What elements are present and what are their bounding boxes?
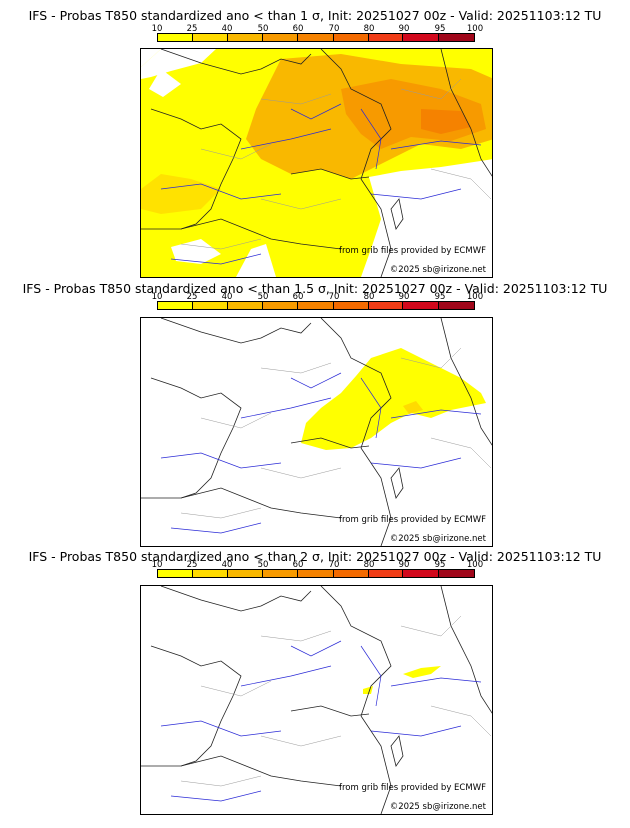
legend-label: 50 — [257, 24, 269, 34]
legend-color-cell — [439, 302, 475, 309]
legend-label: 10 — [151, 292, 163, 302]
panel-1-map: from grib files provided by ECMWF ©2025 … — [140, 48, 493, 278]
legend-label: 40 — [221, 560, 233, 570]
legend-color-bar — [157, 33, 475, 42]
probability-shading — [301, 348, 486, 450]
legend-color-cell — [192, 302, 228, 309]
legend-color-cell — [439, 34, 475, 41]
legend-label: 95 — [434, 560, 446, 570]
legend-color-cell — [298, 302, 334, 309]
legend-color-cell — [263, 570, 299, 577]
borders — [141, 586, 492, 814]
credit-copyright: ©2025 sb@irizone.net — [389, 802, 486, 812]
legend-color-cell — [403, 570, 440, 577]
legend-color-cell — [368, 34, 404, 41]
legend-label: 10 — [151, 560, 163, 570]
legend-label: 70 — [328, 560, 340, 570]
probability-shading — [141, 49, 492, 277]
panel-3-title: IFS - Probas T850 standardized ano < tha… — [28, 549, 602, 564]
legend-label: 50 — [257, 560, 269, 570]
map-canvas — [141, 318, 492, 546]
legend-label: 90 — [398, 24, 410, 34]
legend-label: 90 — [398, 560, 410, 570]
legend-label: 25 — [186, 292, 198, 302]
legend-color-cell — [158, 34, 193, 41]
legend-label: 100 — [466, 24, 484, 34]
legend-color-cell — [227, 570, 264, 577]
legend-label: 100 — [466, 560, 484, 570]
credit-copyright: ©2025 sb@irizone.net — [389, 265, 486, 275]
legend-label: 90 — [398, 292, 410, 302]
credit-copyright: ©2025 sb@irizone.net — [389, 534, 486, 544]
legend-color-cell — [333, 302, 369, 309]
legend-color-cell — [192, 34, 228, 41]
regions — [180, 615, 492, 787]
legend-label: 25 — [186, 24, 198, 34]
legend-label: 80 — [363, 560, 375, 570]
legend-label: 70 — [328, 24, 340, 34]
panel-2-title: IFS - Probas T850 standardized ano < tha… — [22, 281, 608, 296]
legend-color-cell — [263, 34, 299, 41]
legend-label: 95 — [434, 292, 446, 302]
legend-label: 80 — [363, 292, 375, 302]
legend-label: 25 — [186, 560, 198, 570]
legend-label: 70 — [328, 292, 340, 302]
legend-label: 40 — [221, 292, 233, 302]
regions — [180, 78, 492, 250]
panel-2-map: from grib files provided by ECMWF ©2025 … — [140, 317, 493, 547]
legend-color-cell — [333, 34, 369, 41]
borders — [141, 49, 492, 277]
legend-label: 60 — [292, 560, 304, 570]
legend-color-cell — [368, 302, 404, 309]
panel-3-legend: 10 25 40 50 60 70 80 90 95 100 — [152, 560, 483, 580]
panel-3-map: from grib files provided by ECMWF ©2025 … — [140, 585, 493, 815]
panel-1-legend: 10 25 40 50 60 70 80 90 95 100 — [152, 24, 483, 44]
regions — [180, 347, 492, 519]
legend-color-cell — [298, 570, 334, 577]
panel-2-legend: 10 25 40 50 60 70 80 90 95 100 — [152, 292, 483, 312]
credit-source: from grib files provided by ECMWF — [339, 515, 486, 525]
borders — [141, 318, 492, 546]
legend-label: 95 — [434, 24, 446, 34]
panel-1-title: IFS - Probas T850 standardized ano < tha… — [28, 8, 602, 23]
legend-color-cell — [227, 34, 264, 41]
legend-label: 50 — [257, 292, 269, 302]
legend-color-cell — [403, 34, 440, 41]
legend-color-cell — [227, 302, 264, 309]
legend-color-cell — [439, 570, 475, 577]
legend-color-cell — [192, 570, 228, 577]
legend-color-cell — [298, 34, 334, 41]
legend-label: 40 — [221, 24, 233, 34]
legend-label: 60 — [292, 292, 304, 302]
legend-color-cell — [158, 570, 193, 577]
legend-color-cell — [368, 570, 404, 577]
map-canvas — [141, 586, 492, 814]
map-canvas — [141, 49, 492, 277]
legend-color-cell — [263, 302, 299, 309]
credit-source: from grib files provided by ECMWF — [339, 246, 486, 256]
legend-label: 60 — [292, 24, 304, 34]
legend-color-cell — [333, 570, 369, 577]
legend-color-bar — [157, 301, 475, 310]
legend-color-cell — [158, 302, 193, 309]
legend-label: 10 — [151, 24, 163, 34]
legend-label: 80 — [363, 24, 375, 34]
rivers — [160, 640, 482, 802]
credit-source: from grib files provided by ECMWF — [339, 783, 486, 793]
legend-color-cell — [403, 302, 440, 309]
rivers — [160, 372, 482, 534]
rivers — [160, 103, 482, 265]
legend-label: 100 — [466, 292, 484, 302]
legend-color-bar — [157, 569, 475, 578]
